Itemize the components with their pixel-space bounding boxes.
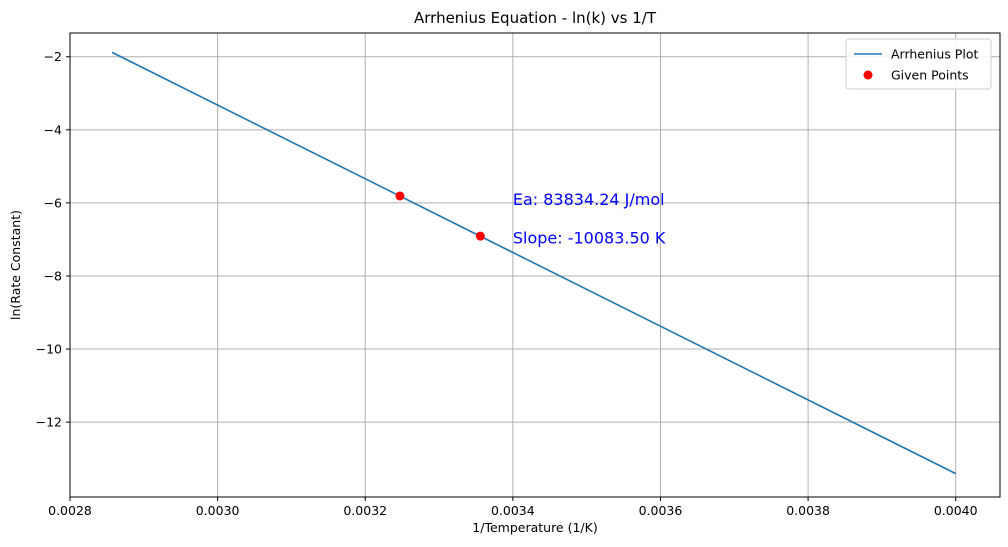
y-tick-label: −4 <box>44 122 62 137</box>
y-tick-label: −6 <box>44 195 62 210</box>
legend-label: Given Points <box>891 68 969 83</box>
legend-label: Arrhenius Plot <box>891 47 978 62</box>
legend-marker-swatch <box>863 70 873 80</box>
y-tick-label: −10 <box>36 342 62 357</box>
x-tick-label: 0.0036 <box>639 503 683 518</box>
y-axis-label: ln(Rate Constant) <box>8 210 23 320</box>
legend: Arrhenius Plot Given Points <box>845 38 992 90</box>
x-tick-label: 0.0034 <box>491 503 535 518</box>
given-point <box>475 231 485 241</box>
x-tick-label: 0.0028 <box>48 503 92 518</box>
ticks: 0.0028 0.0030 0.0032 0.0034 0.0036 0.0038 0.00… <box>36 49 978 518</box>
y-tick-label: −8 <box>44 268 62 283</box>
legend-box <box>845 38 992 90</box>
series <box>111 51 957 475</box>
x-tick-label: 0.0030 <box>196 503 240 518</box>
x-tick-label: 0.0040 <box>934 503 978 518</box>
x-tick-label: 0.0038 <box>786 503 830 518</box>
given-point <box>395 191 405 201</box>
annotation-text: Slope: -10083.50 K <box>513 229 666 248</box>
annotation-text: Ea: 83834.24 J/mol <box>513 190 665 209</box>
y-tick-label: −2 <box>44 49 62 64</box>
x-tick-label: 0.0032 <box>343 503 387 518</box>
plot-frame <box>69 32 1001 498</box>
arrhenius-plot-line <box>111 51 957 475</box>
y-tick-label: −12 <box>36 415 62 430</box>
chart-title: Arrhenius Equation - ln(k) vs 1/T <box>414 9 657 27</box>
grid <box>69 33 1000 497</box>
annotations: Ea: 83834.24 J/mol Slope: -10083.50 K <box>513 190 666 247</box>
x-axis-label: 1/Temperature (1/K) <box>472 520 597 535</box>
